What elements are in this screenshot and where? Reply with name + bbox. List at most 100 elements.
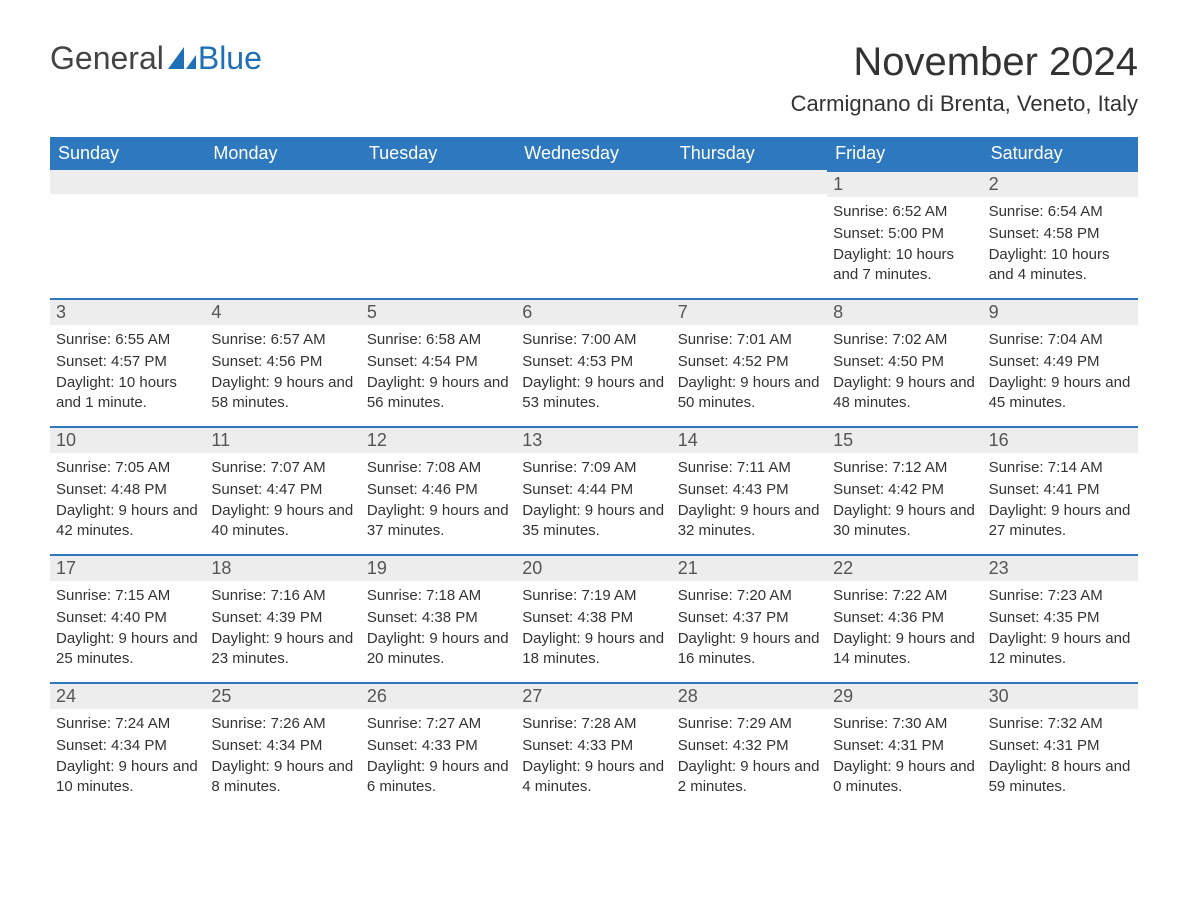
sunset-line: Sunset: 4:52 PM — [672, 351, 827, 373]
sunset-line: Sunset: 4:46 PM — [361, 479, 516, 501]
day-number: 29 — [827, 682, 982, 709]
calendar-cell: 12 Sunrise: 7:08 AMSunset: 4:46 PMDayligh… — [361, 426, 516, 554]
calendar-cell: 28Sunrise: 7:29 AMSunset: 4:32 PMDayligh… — [672, 682, 827, 810]
sunrise-line: Sunrise: 7:18 AM — [361, 585, 516, 607]
sunrise-line: Sunrise: 6:55 AM — [50, 329, 205, 351]
daylight-line: Daylight: 9 hours and 6 minutes. — [361, 756, 516, 797]
calendar-cell: 21Sunrise: 7:20 AMSunset: 4:37 PMDayligh… — [672, 554, 827, 682]
sunrise-line: Sunrise: 7:12 AM — [827, 457, 982, 479]
sunrise-line: Sunrise: 7:02 AM — [827, 329, 982, 351]
daylight-line: Daylight: 9 hours and 35 minutes. — [516, 500, 671, 541]
sunset-line: Sunset: 4:33 PM — [516, 735, 671, 757]
sunrise-line: Sunrise: 7:08 AM — [361, 457, 516, 479]
day-of-week-header: Tuesday — [361, 137, 516, 170]
logo-text-blue: Blue — [198, 40, 262, 77]
daylight-line: Daylight: 9 hours and 42 minutes. — [50, 500, 205, 541]
sunset-line: Sunset: 4:49 PM — [983, 351, 1138, 373]
sunrise-line: Sunrise: 7:00 AM — [516, 329, 671, 351]
calendar-cell-empty — [516, 170, 671, 298]
sunset-line: Sunset: 4:44 PM — [516, 479, 671, 501]
daylight-line: Daylight: 9 hours and 25 minutes. — [50, 628, 205, 669]
day-number: 13 — [516, 426, 671, 453]
daylight-line: Daylight: 9 hours and 14 minutes. — [827, 628, 982, 669]
sunset-line: Sunset: 4:58 PM — [983, 223, 1138, 245]
daylight-line: Daylight: 9 hours and 56 minutes. — [361, 372, 516, 413]
day-of-week-header: Friday — [827, 137, 982, 170]
day-number: 7 — [672, 298, 827, 325]
calendar-cell: 7Sunrise: 7:01 AMSunset: 4:52 PMDaylight… — [672, 298, 827, 426]
sunrise-line: Sunrise: 7:20 AM — [672, 585, 827, 607]
calendar-cell: 26Sunrise: 7:27 AMSunset: 4:33 PMDayligh… — [361, 682, 516, 810]
calendar-cell: 22Sunrise: 7:22 AMSunset: 4:36 PMDayligh… — [827, 554, 982, 682]
daylight-line: Daylight: 9 hours and 0 minutes. — [827, 756, 982, 797]
day-number: 27 — [516, 682, 671, 709]
sunset-line: Sunset: 4:38 PM — [361, 607, 516, 629]
calendar-cell: 19Sunrise: 7:18 AMSunset: 4:38 PMDayligh… — [361, 554, 516, 682]
sunrise-line: Sunrise: 7:32 AM — [983, 713, 1138, 735]
sunset-line: Sunset: 4:56 PM — [205, 351, 360, 373]
day-number: 8 — [827, 298, 982, 325]
sunset-line: Sunset: 4:37 PM — [672, 607, 827, 629]
calendar-cell: 29Sunrise: 7:30 AMSunset: 4:31 PMDayligh… — [827, 682, 982, 810]
logo-text-general: General — [50, 40, 164, 77]
day-number: 9 — [983, 298, 1138, 325]
daylight-line: Daylight: 10 hours and 4 minutes. — [983, 244, 1138, 285]
sunset-line: Sunset: 4:48 PM — [50, 479, 205, 501]
daylight-line: Daylight: 9 hours and 37 minutes. — [361, 500, 516, 541]
sunrise-line: Sunrise: 7:23 AM — [983, 585, 1138, 607]
day-of-week-header: Monday — [205, 137, 360, 170]
calendar-cell: 8Sunrise: 7:02 AMSunset: 4:50 PMDaylight… — [827, 298, 982, 426]
day-number: 30 — [983, 682, 1138, 709]
header: General Blue November 2024 Carmignano di… — [50, 40, 1138, 117]
day-number: 11 — [205, 426, 360, 453]
sunset-line: Sunset: 4:47 PM — [205, 479, 360, 501]
daynum-bar-empty — [50, 170, 205, 194]
daylight-line: Daylight: 9 hours and 48 minutes. — [827, 372, 982, 413]
day-number: 12 — [361, 426, 516, 453]
daylight-line: Daylight: 9 hours and 30 minutes. — [827, 500, 982, 541]
sunrise-line: Sunrise: 7:11 AM — [672, 457, 827, 479]
day-number: 25 — [205, 682, 360, 709]
daylight-line: Daylight: 9 hours and 20 minutes. — [361, 628, 516, 669]
sunset-line: Sunset: 4:54 PM — [361, 351, 516, 373]
sunrise-line: Sunrise: 7:15 AM — [50, 585, 205, 607]
sunset-line: Sunset: 4:33 PM — [361, 735, 516, 757]
daylight-line: Daylight: 9 hours and 12 minutes. — [983, 628, 1138, 669]
sunrise-line: Sunrise: 6:58 AM — [361, 329, 516, 351]
daynum-bar-empty — [672, 170, 827, 194]
daylight-line: Daylight: 9 hours and 10 minutes. — [50, 756, 205, 797]
day-number: 17 — [50, 554, 205, 581]
day-number: 18 — [205, 554, 360, 581]
sunrise-line: Sunrise: 7:05 AM — [50, 457, 205, 479]
daylight-line: Daylight: 9 hours and 40 minutes. — [205, 500, 360, 541]
sunset-line: Sunset: 4:39 PM — [205, 607, 360, 629]
calendar-cell: 27Sunrise: 7:28 AMSunset: 4:33 PMDayligh… — [516, 682, 671, 810]
day-number: 22 — [827, 554, 982, 581]
daylight-line: Daylight: 9 hours and 8 minutes. — [205, 756, 360, 797]
sunset-line: Sunset: 4:34 PM — [50, 735, 205, 757]
daylight-line: Daylight: 9 hours and 53 minutes. — [516, 372, 671, 413]
daylight-line: Daylight: 9 hours and 23 minutes. — [205, 628, 360, 669]
calendar-cell: 6Sunrise: 7:00 AMSunset: 4:53 PMDaylight… — [516, 298, 671, 426]
calendar-cell: 30Sunrise: 7:32 AMSunset: 4:31 PMDayligh… — [983, 682, 1138, 810]
calendar-cell: 5Sunrise: 6:58 AMSunset: 4:54 PMDaylight… — [361, 298, 516, 426]
daylight-line: Daylight: 9 hours and 50 minutes. — [672, 372, 827, 413]
day-number: 14 — [672, 426, 827, 453]
calendar-cell: 15Sunrise: 7:12 AMSunset: 4:42 PMDayligh… — [827, 426, 982, 554]
calendar-cell-empty — [50, 170, 205, 298]
sunrise-line: Sunrise: 7:09 AM — [516, 457, 671, 479]
daylight-line: Daylight: 9 hours and 45 minutes. — [983, 372, 1138, 413]
sunset-line: Sunset: 4:57 PM — [50, 351, 205, 373]
sunrise-line: Sunrise: 7:26 AM — [205, 713, 360, 735]
logo-sail-icon — [168, 40, 196, 77]
sunrise-line: Sunrise: 6:57 AM — [205, 329, 360, 351]
daylight-line: Daylight: 9 hours and 58 minutes. — [205, 372, 360, 413]
sunset-line: Sunset: 4:32 PM — [672, 735, 827, 757]
calendar-cell: 1Sunrise: 6:52 AMSunset: 5:00 PMDaylight… — [827, 170, 982, 298]
sunrise-line: Sunrise: 7:14 AM — [983, 457, 1138, 479]
calendar-cell-empty — [672, 170, 827, 298]
calendar-cell: 4Sunrise: 6:57 AMSunset: 4:56 PMDaylight… — [205, 298, 360, 426]
sunrise-line: Sunrise: 7:30 AM — [827, 713, 982, 735]
calendar-cell: 25Sunrise: 7:26 AMSunset: 4:34 PMDayligh… — [205, 682, 360, 810]
calendar-cell-empty — [361, 170, 516, 298]
